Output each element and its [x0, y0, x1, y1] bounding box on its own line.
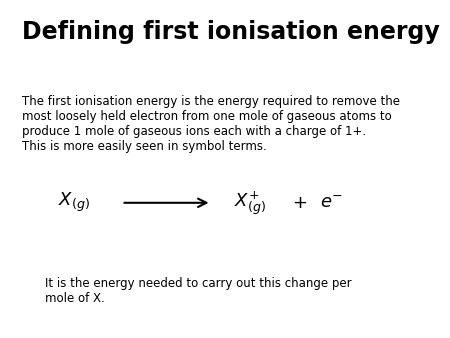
Text: Defining first ionisation energy: Defining first ionisation energy [22, 20, 440, 44]
Text: $e^{-}$: $e^{-}$ [320, 194, 342, 212]
Text: The first ionisation energy is the energy required to remove the
most loosely he: The first ionisation energy is the energ… [22, 95, 400, 153]
Text: It is the energy needed to carry out this change per
mole of X.: It is the energy needed to carry out thi… [45, 277, 351, 305]
Text: $\mathit{X}_{(g)}$: $\mathit{X}_{(g)}$ [58, 191, 90, 214]
Text: $\mathit{X}^{+}_{(g)}$: $\mathit{X}^{+}_{(g)}$ [234, 189, 266, 217]
Text: $+$: $+$ [292, 194, 308, 212]
